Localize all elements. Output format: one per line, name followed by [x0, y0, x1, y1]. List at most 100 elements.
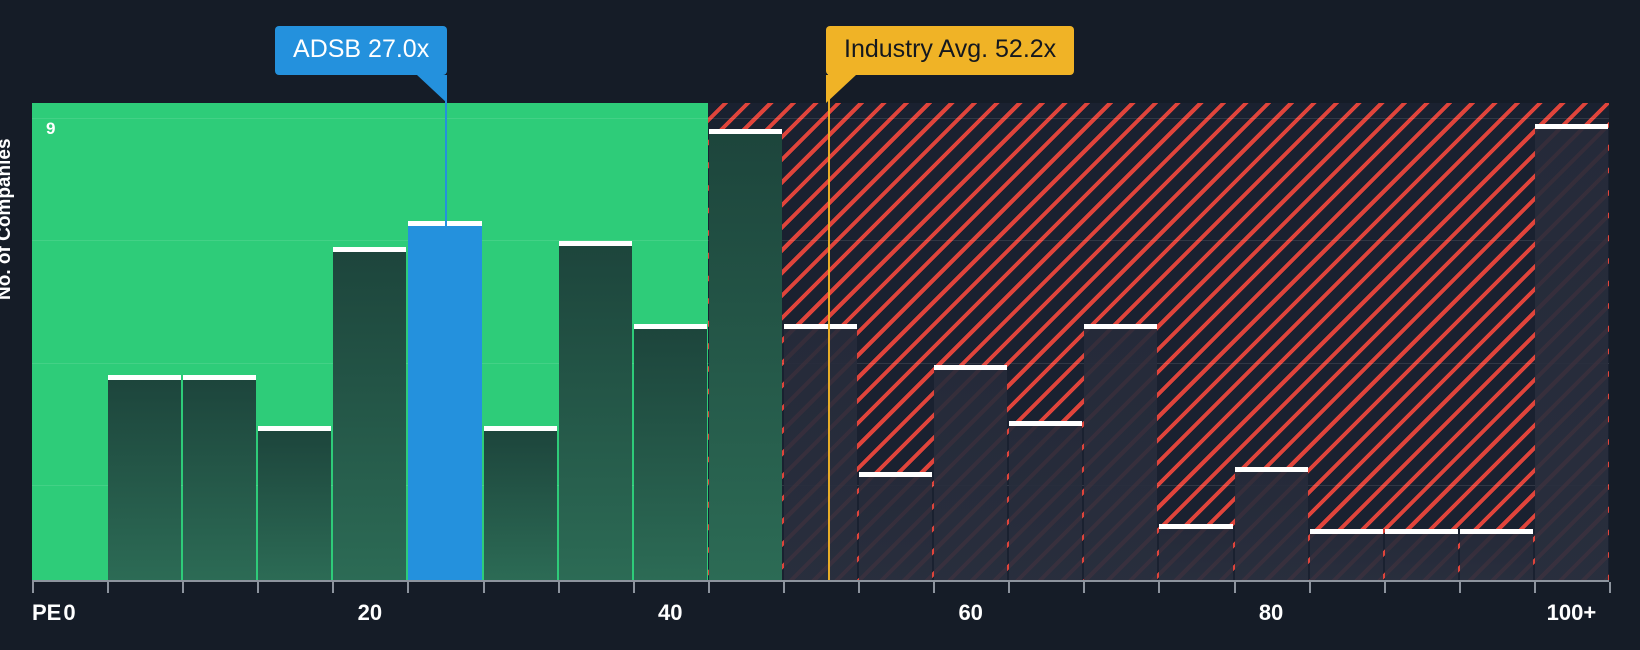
x-axis-tick — [1083, 582, 1086, 593]
bar[interactable] — [183, 375, 257, 580]
x-axis-tick — [707, 582, 710, 593]
industry-average-marker-line — [828, 30, 830, 580]
bar-cap — [708, 129, 782, 134]
bar-body — [258, 431, 332, 580]
bar[interactable] — [1459, 529, 1533, 580]
x-axis-tick — [1383, 582, 1386, 593]
bar[interactable] — [1234, 467, 1308, 580]
bar-cap — [1234, 467, 1308, 472]
bar-cap — [183, 375, 257, 380]
bar-cap — [108, 375, 182, 380]
bar[interactable] — [934, 365, 1008, 580]
x-axis-tick — [182, 582, 185, 593]
x-axis-tick — [1233, 582, 1236, 593]
bar-cap — [258, 426, 332, 431]
bar[interactable] — [258, 426, 332, 580]
x-axis-tick — [632, 582, 635, 593]
bar-cap — [1384, 529, 1458, 534]
bar[interactable] — [783, 324, 858, 580]
bar[interactable] — [1084, 324, 1158, 580]
bar-body — [183, 380, 257, 580]
x-axis-tick — [107, 582, 110, 593]
bar-cap — [934, 365, 1008, 370]
bar-cap — [1009, 421, 1083, 426]
bar-body — [1084, 329, 1158, 580]
bar[interactable] — [1009, 421, 1083, 580]
x-axis-tick-label: 80 — [1258, 600, 1284, 625]
bar-body — [859, 477, 933, 580]
bar-body — [708, 134, 782, 580]
bar-body — [1009, 426, 1083, 580]
y-axis-title: No. of Companies — [0, 138, 15, 300]
bar-body — [934, 370, 1008, 580]
bar[interactable] — [558, 241, 632, 580]
x-axis-prefix-label: PE — [32, 600, 62, 625]
bar-body — [108, 380, 182, 580]
gridline — [32, 118, 1609, 119]
bar[interactable] — [708, 129, 782, 580]
industry-average-callout-tail — [826, 75, 856, 103]
overvalued-zone — [707, 103, 1609, 580]
industry-average-callout[interactable]: Industry Avg. 52.2x — [826, 26, 1075, 103]
bar[interactable] — [1384, 529, 1458, 580]
adsb-callout-tail — [417, 75, 448, 103]
adsb-callout[interactable]: ADSB 27.0x — [275, 26, 448, 103]
plot-area — [32, 103, 1609, 580]
adsb-callout-label: ADSB 27.0x — [275, 26, 448, 75]
x-axis-line — [32, 580, 1609, 582]
bar-cap — [633, 324, 707, 329]
y-axis-max-label: 9 — [46, 119, 56, 138]
bar-cap — [333, 247, 407, 252]
bar-body — [1534, 129, 1608, 580]
bar-cap — [558, 241, 632, 246]
bar-body — [333, 252, 407, 580]
adsb-marker-line — [445, 92, 448, 229]
x-axis-tick-label: 100+ — [1546, 600, 1597, 625]
bar-body — [558, 246, 632, 580]
bar[interactable] — [483, 426, 557, 580]
bar-cap — [1459, 529, 1533, 534]
x-axis-tick — [1158, 582, 1161, 593]
x-axis-tick-label: 20 — [357, 600, 383, 625]
bar[interactable] — [1159, 524, 1233, 580]
x-axis-tick — [782, 582, 785, 593]
gridline — [32, 240, 1609, 241]
x-axis-tick — [482, 582, 485, 593]
bar[interactable] — [108, 375, 182, 580]
bar-body — [783, 329, 858, 580]
bar[interactable] — [859, 472, 933, 580]
bar-body — [483, 431, 557, 580]
bar-body — [1159, 529, 1233, 580]
bar-body — [1234, 472, 1308, 580]
x-axis-tick — [1609, 582, 1611, 593]
x-axis-tick — [257, 582, 260, 593]
x-axis-tick — [858, 582, 861, 593]
bar-cap — [483, 426, 557, 431]
bar-cap — [783, 324, 858, 329]
x-axis-tick-label: 0 — [63, 600, 76, 625]
x-axis-tick — [1008, 582, 1011, 593]
bar-body — [408, 226, 482, 580]
x-axis-tick-label: 60 — [958, 600, 983, 625]
bar-cap — [1534, 124, 1608, 129]
bar-body — [1459, 534, 1533, 580]
bar-series — [32, 103, 1609, 580]
x-axis-tick-label: 40 — [658, 600, 683, 625]
bar[interactable] — [1534, 124, 1608, 580]
bar-cap — [1084, 324, 1158, 329]
bar-body — [1309, 534, 1383, 580]
x-axis-tick — [1533, 582, 1536, 593]
x-axis-tick — [557, 582, 560, 593]
industry-average-callout-label: Industry Avg. 52.2x — [826, 26, 1075, 75]
x-axis-tick — [1458, 582, 1461, 593]
bar[interactable] — [333, 247, 407, 580]
bar[interactable] — [633, 324, 707, 580]
bar-body — [1384, 534, 1458, 580]
bar-cap — [859, 472, 933, 477]
bar[interactable] — [1309, 529, 1383, 580]
x-axis-tick — [407, 582, 410, 593]
bar[interactable] — [408, 221, 482, 580]
bar-cap — [1159, 524, 1233, 529]
bar-cap — [1309, 529, 1383, 534]
